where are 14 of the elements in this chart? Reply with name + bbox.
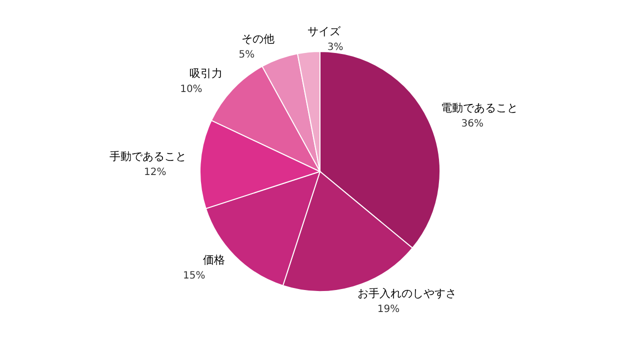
slice-label: その他: [242, 32, 275, 46]
data-label: 15%: [183, 270, 206, 282]
data-label: 12%: [144, 167, 166, 178]
slice-label: 電動であること: [441, 101, 518, 114]
data-label: 19%: [377, 304, 400, 316]
slice-label: サイズ: [307, 25, 342, 38]
slice-label: 価格: [203, 253, 226, 266]
slice-label: 手動であること: [109, 150, 186, 164]
slice-label: 吸引力: [189, 66, 222, 80]
data-label: 3%: [327, 42, 344, 54]
slice-label: お手入れのしやすさ: [357, 287, 456, 300]
data-label: 10%: [180, 84, 202, 95]
data-label: 36%: [461, 118, 484, 130]
data-label: 5%: [238, 49, 255, 60]
